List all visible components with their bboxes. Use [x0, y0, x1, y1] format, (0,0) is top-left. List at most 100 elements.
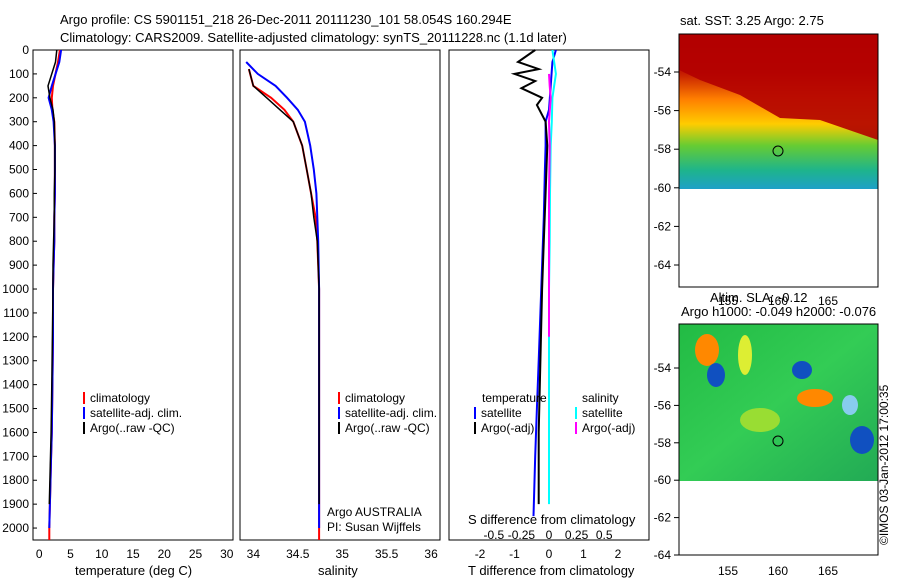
legend-temp-title: temperature	[482, 391, 547, 405]
depth-tick-label: 2000	[2, 521, 29, 535]
x-tick-label: 0	[546, 528, 553, 542]
sst-map-title: sat. SST: 3.25 Argo: 2.75	[680, 13, 824, 28]
sst-map	[678, 33, 879, 288]
x-tick-label: 165	[818, 564, 838, 578]
x-tick-label: 5	[67, 547, 74, 561]
sla-map-title1: Altim. SLA: -0.12	[710, 290, 808, 305]
series-line	[245, 61, 321, 528]
x-tick-label: 35.5	[375, 547, 399, 561]
y-tick-label: -62	[654, 511, 672, 525]
sla-eddy	[797, 389, 833, 407]
legend-label: climatology	[90, 391, 150, 405]
depth-tick-label: 1900	[2, 497, 29, 511]
diff-series	[510, 49, 557, 517]
x-tick-label: 0	[36, 547, 43, 561]
legend-label: satellite	[582, 406, 623, 420]
x-tick-label: 30	[220, 547, 234, 561]
x-tick-label: 0.5	[596, 528, 613, 542]
legend-label: Argo(-adj)	[481, 421, 534, 435]
x-tick-label: 25	[189, 547, 203, 561]
argo-position-marker	[772, 435, 784, 447]
depth-tick-label: 300	[9, 115, 29, 129]
x-tick-label: 160	[768, 564, 788, 578]
x-tick-label: 155	[718, 294, 738, 308]
depth-axis: 0 100 200 300 400 500 600 700 800 900 1000 1100 1200…	[2, 43, 37, 535]
depth-tick-label: 1500	[2, 402, 29, 416]
depth-tick-label: 200	[9, 91, 29, 105]
header-line2: Climatology: CARS2009. Satellite-adjuste…	[60, 30, 567, 45]
depth-tick-label: 700	[9, 210, 29, 224]
y-tick-label: -54	[654, 361, 672, 375]
diff-xticks: -2 -1 0 1 2	[475, 547, 622, 561]
sla-map	[678, 323, 879, 556]
x-tick-label: -0.25	[508, 528, 536, 542]
sla-nodata	[679, 481, 878, 555]
sla-map-title2: Argo h1000: -0.049 h2000: -0.076	[681, 304, 876, 319]
depth-tick-label: 1400	[2, 378, 29, 392]
sal-xlabel: salinity	[318, 563, 358, 578]
sst-yticks: -54 -56 -58 -60 -62 -64	[654, 65, 679, 272]
y-tick-label: -58	[654, 142, 672, 156]
x-tick-label: 155	[718, 564, 738, 578]
depth-tick-label: 1700	[2, 449, 29, 463]
x-tick-label: -1	[509, 547, 520, 561]
depth-tick-label: 500	[9, 163, 29, 177]
sla-eddy	[792, 361, 812, 379]
sal-panel-frame	[239, 49, 441, 541]
depth-tick-label: 600	[9, 186, 29, 200]
y-tick-label: -64	[654, 548, 672, 562]
y-tick-label: -64	[654, 258, 672, 272]
y-tick-label: -54	[654, 65, 672, 79]
depth-tick-label: 400	[9, 139, 29, 153]
legend-label: satellite	[481, 406, 522, 420]
sal-series	[245, 61, 321, 540]
sla-xticks: 155 160 165	[718, 564, 838, 578]
depth-tick-label: 1600	[2, 425, 29, 439]
sal-legend: climatology satellite-adj. clim. Argo(..…	[327, 391, 437, 534]
diff-xlabel: T difference from climatology	[468, 563, 635, 578]
depth-tick-label: 1200	[2, 330, 29, 344]
depth-tick-label: 1300	[2, 354, 29, 368]
x-tick-label: 2	[615, 547, 622, 561]
diff-top-label: S difference from climatology	[468, 512, 636, 527]
temp-panel-frame	[32, 49, 234, 541]
diff-top-ticks: -0.5 -0.25 0 0.25 0.5	[483, 528, 612, 542]
depth-tick-label: 100	[9, 67, 29, 81]
x-tick-label: 1	[580, 547, 587, 561]
x-tick-label: 15	[126, 547, 140, 561]
series-line	[547, 73, 552, 337]
x-tick-label: 20	[158, 547, 172, 561]
sla-eddy	[850, 426, 874, 454]
sst-xticks: 155 160 165	[718, 294, 838, 308]
y-tick-label: -62	[654, 219, 672, 233]
x-tick-label: 165	[818, 294, 838, 308]
depth-tick-label: 1800	[2, 473, 29, 487]
temp-series	[47, 49, 63, 540]
series-line	[248, 68, 320, 505]
sla-eddy	[842, 395, 858, 415]
legend-label: Argo(-adj)	[582, 421, 635, 435]
x-tick-label: -2	[475, 547, 486, 561]
x-tick-label: 34.5	[286, 547, 310, 561]
temp-xticks: 0 5 10 15 20 25 30	[36, 547, 234, 561]
y-tick-label: -58	[654, 436, 672, 450]
legend-label: climatology	[345, 391, 405, 405]
legend-label: satellite-adj. clim.	[90, 406, 182, 420]
sla-eddy	[707, 363, 725, 387]
sla-map-frame	[678, 323, 879, 556]
x-tick-label: 36	[424, 547, 438, 561]
y-tick-label: -60	[654, 473, 672, 487]
sla-eddy	[738, 335, 752, 375]
legend-sal-title: salinity	[582, 391, 619, 405]
depth-tick-label: 0	[22, 43, 29, 57]
x-tick-label: 0.25	[565, 528, 589, 542]
x-tick-label: 35	[336, 547, 350, 561]
argo-position-marker	[772, 145, 784, 157]
sst-nodata	[679, 189, 878, 287]
credit-stamp: ©IMOS 03-Jan-2012 17:00:35	[877, 384, 891, 545]
diff-panel-frame	[448, 49, 650, 541]
depth-tick-label: 900	[9, 258, 29, 272]
temp-xlabel: temperature (deg C)	[75, 563, 192, 578]
y-tick-label: -56	[654, 398, 672, 412]
